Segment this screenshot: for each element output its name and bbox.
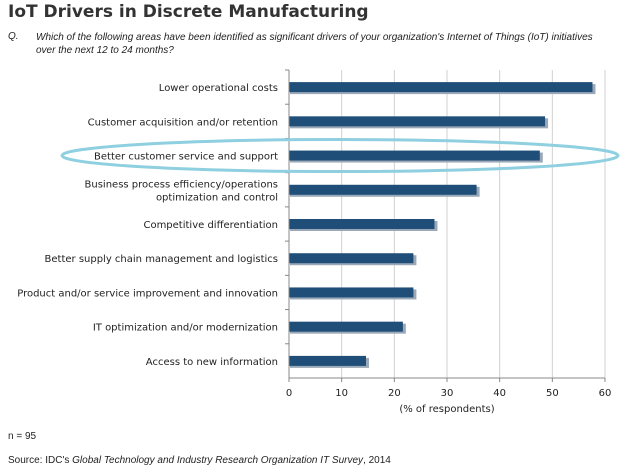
source-prefix: Source: IDC's: [8, 455, 73, 466]
category-label: Better customer service and support: [94, 152, 278, 163]
x-tick-labels: 0 10 20 30 40 50 60: [286, 388, 612, 399]
category-label-line: Better supply chain management and logis…: [45, 254, 278, 265]
bar: [289, 82, 593, 93]
bar: [289, 219, 435, 229]
category-label: Competitive differentiation: [143, 220, 278, 231]
category-label: Better supply chain management and logis…: [45, 254, 278, 265]
x-tick-label: 10: [335, 388, 348, 399]
category-label-line: Better customer service and support: [94, 152, 278, 163]
category-label-line: IT optimization and/or modernization: [93, 323, 278, 334]
bar: [289, 184, 477, 195]
bars: [289, 82, 596, 368]
bar: [289, 253, 414, 264]
bar: [289, 150, 540, 161]
highlight-ellipse: [60, 138, 620, 174]
bar: [289, 355, 366, 366]
category-label-line: Lower operational costs: [159, 83, 278, 94]
x-tick-label: 60: [599, 388, 612, 399]
category-label: Lower operational costs: [159, 83, 278, 94]
x-tick-label: 50: [546, 388, 559, 399]
survey-question: Which of the following areas have been i…: [36, 32, 593, 56]
category-label-line: optimization and control: [156, 192, 278, 203]
category-label-line: Business process efficiency/operations: [85, 179, 278, 190]
bar-chart: Lower operational costs Customer acquisit…: [17, 69, 620, 415]
bar: [289, 321, 403, 332]
category-label-line: Customer acquisition and/or retention: [88, 117, 278, 128]
x-tick-label: 0: [286, 388, 292, 399]
x-tick-label: 20: [388, 388, 401, 399]
chart-title: IoT Drivers in Discrete Manufacturing: [8, 2, 369, 22]
source-title: Global Technology and Industry Research …: [72, 455, 364, 466]
source-suffix: , 2014: [363, 455, 391, 466]
category-labels: Lower operational costs Customer acquisit…: [17, 83, 278, 368]
source-note: Source: IDC's Global Technology and Indu…: [8, 455, 391, 466]
category-label-line: Product and/or service improvement and i…: [17, 288, 278, 299]
bar: [289, 116, 546, 127]
x-tick-label: 40: [493, 388, 506, 399]
highlight-ellipse-shape: [60, 138, 620, 174]
category-label-line: Competitive differentiation: [143, 220, 278, 231]
x-axis-label: (% of respondents): [399, 404, 494, 415]
question-label: Q.: [8, 31, 19, 42]
category-label-line: Access to new information: [146, 357, 278, 368]
category-label: Customer acquisition and/or retention: [88, 117, 278, 128]
category-label: Access to new information: [146, 357, 278, 368]
category-label: Business process efficiency/operations op…: [85, 179, 278, 203]
sample-size-note: n = 95: [8, 431, 37, 442]
category-label: IT optimization and/or modernization: [93, 323, 278, 334]
category-label: Product and/or service improvement and i…: [17, 288, 278, 299]
bar: [289, 287, 414, 298]
x-tick-label: 30: [441, 388, 454, 399]
